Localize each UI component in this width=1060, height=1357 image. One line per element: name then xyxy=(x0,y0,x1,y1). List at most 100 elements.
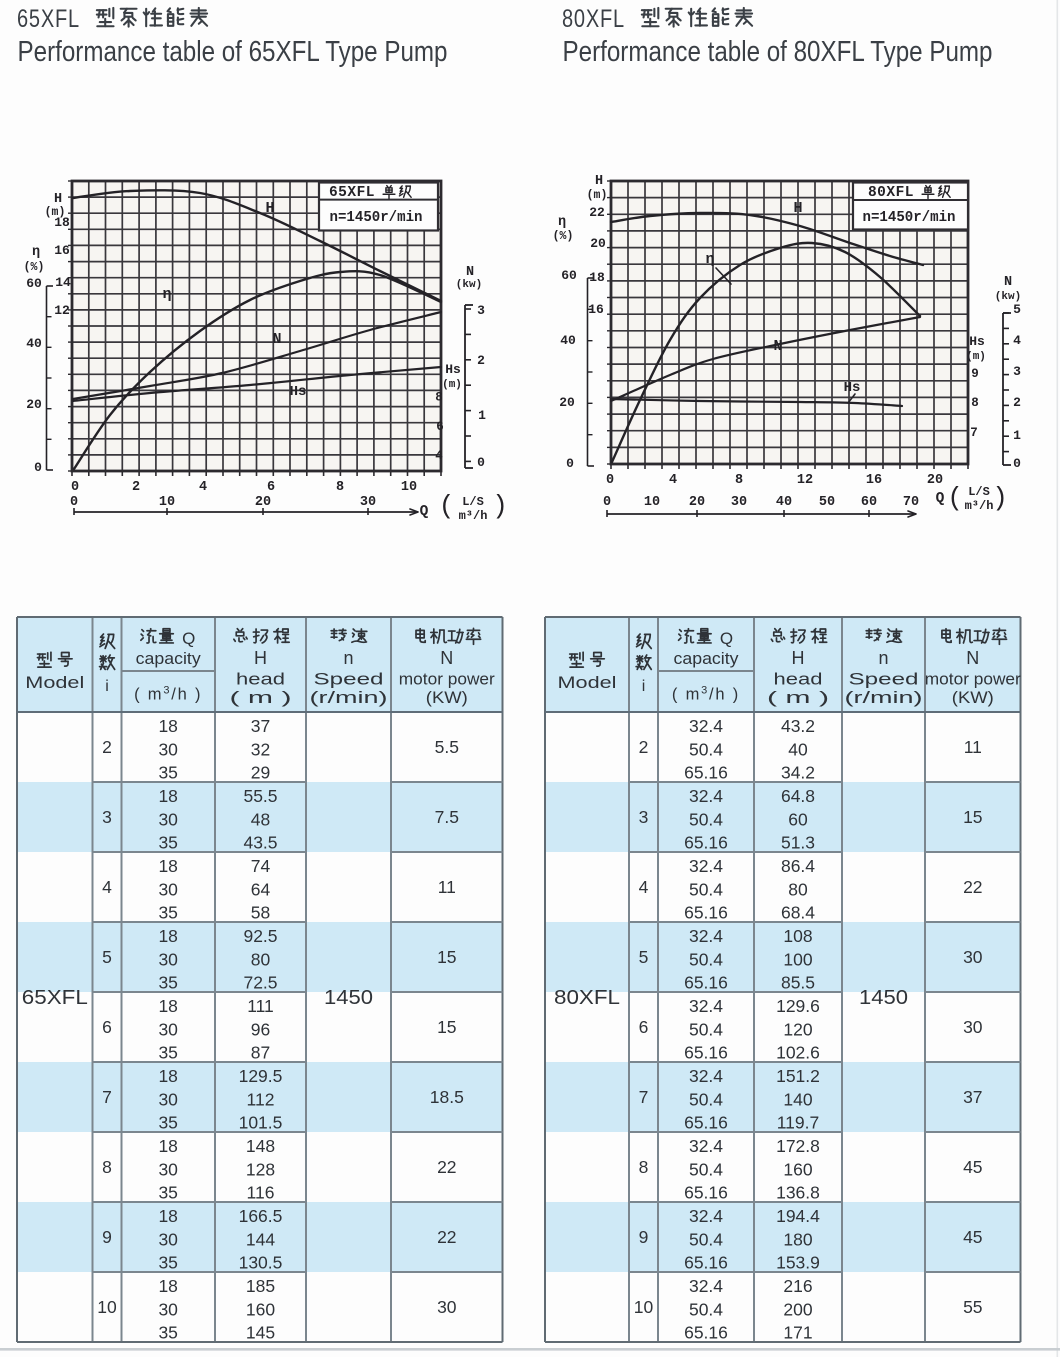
svg-text:(: ( xyxy=(947,483,963,513)
svg-text:166.5: 166.5 xyxy=(239,1206,283,1226)
svg-text:29: 29 xyxy=(251,763,270,783)
svg-text:35: 35 xyxy=(158,1183,177,1203)
svg-text:Hs: Hs xyxy=(844,380,861,396)
svg-text:30: 30 xyxy=(158,1229,178,1249)
svg-text:32.4: 32.4 xyxy=(689,786,723,806)
svg-text:0: 0 xyxy=(606,473,614,488)
svg-text:86.4: 86.4 xyxy=(781,856,815,876)
svg-text:35: 35 xyxy=(158,833,177,853)
svg-text:30: 30 xyxy=(963,1017,983,1037)
svg-text:160: 160 xyxy=(783,1159,812,1179)
svg-text:(KW): (KW) xyxy=(426,689,468,707)
svg-text:60: 60 xyxy=(26,276,42,291)
svg-text:(kw): (kw) xyxy=(456,279,482,291)
svg-text:N: N xyxy=(272,331,281,348)
svg-text:30: 30 xyxy=(158,879,178,899)
svg-text:30: 30 xyxy=(158,739,178,759)
svg-text:37: 37 xyxy=(251,716,270,736)
svg-text:50.4: 50.4 xyxy=(689,1019,723,1039)
svg-text:η: η xyxy=(705,251,714,268)
svg-text:74: 74 xyxy=(251,856,271,876)
svg-text:10: 10 xyxy=(97,1297,117,1317)
svg-text:6: 6 xyxy=(436,420,444,434)
svg-text:N: N xyxy=(966,648,979,668)
svg-text:32.4: 32.4 xyxy=(689,1066,723,1086)
svg-text:72.5: 72.5 xyxy=(243,973,277,993)
svg-text:H: H xyxy=(793,200,802,217)
svg-text:32.4: 32.4 xyxy=(689,856,723,876)
svg-text:20: 20 xyxy=(927,473,943,488)
svg-text:30: 30 xyxy=(731,495,747,510)
svg-text:Q: Q xyxy=(182,629,195,648)
svg-text:N: N xyxy=(773,338,782,355)
svg-text:70: 70 xyxy=(903,495,919,510)
svg-text:30: 30 xyxy=(437,1297,457,1317)
svg-text:64.8: 64.8 xyxy=(781,786,815,806)
svg-text:m³/h: m³/h xyxy=(459,509,488,523)
svg-text:Q: Q xyxy=(420,504,429,520)
svg-text:80XFL: 80XFL xyxy=(868,185,914,201)
svg-text:112: 112 xyxy=(247,1089,275,1109)
svg-text:n: n xyxy=(878,648,888,668)
svg-text:45: 45 xyxy=(963,1227,982,1247)
svg-text:): ) xyxy=(492,491,508,521)
svg-text:( m ): ( m ) xyxy=(230,689,292,707)
svg-text:Model: Model xyxy=(25,674,84,692)
svg-text:motor power: motor power xyxy=(925,671,1022,689)
svg-text:30: 30 xyxy=(158,1019,178,1039)
svg-text:65.16: 65.16 xyxy=(684,1323,728,1343)
svg-text:Q: Q xyxy=(936,491,945,507)
svg-text:20: 20 xyxy=(255,495,271,510)
svg-text:15: 15 xyxy=(963,807,982,827)
svg-text:35: 35 xyxy=(158,1323,177,1343)
svg-text:43.2: 43.2 xyxy=(781,716,815,736)
svg-text:7: 7 xyxy=(639,1087,649,1107)
svg-text:50.4: 50.4 xyxy=(689,949,723,969)
svg-text:35: 35 xyxy=(158,1253,177,1273)
svg-text:n=1450r/min: n=1450r/min xyxy=(330,210,423,226)
svg-text:4: 4 xyxy=(102,877,112,897)
svg-text:11: 11 xyxy=(964,737,982,757)
svg-text:( m ): ( m ) xyxy=(767,689,829,707)
svg-text:32.4: 32.4 xyxy=(689,716,723,736)
svg-text:capacity: capacity xyxy=(674,650,740,668)
svg-text:32.4: 32.4 xyxy=(689,1206,723,1226)
svg-text:10: 10 xyxy=(634,1297,654,1317)
svg-text:11: 11 xyxy=(438,877,456,897)
svg-text:9: 9 xyxy=(102,1227,112,1247)
svg-text:H: H xyxy=(54,192,62,207)
svg-text:22: 22 xyxy=(437,1157,456,1177)
svg-text:(%): (%) xyxy=(24,261,45,274)
svg-text:18: 18 xyxy=(158,856,177,876)
svg-text:Speed: Speed xyxy=(314,671,384,689)
svg-text:148: 148 xyxy=(246,1136,275,1156)
svg-text:172.8: 172.8 xyxy=(776,1136,820,1156)
svg-text:151.2: 151.2 xyxy=(776,1066,820,1086)
svg-text:Q: Q xyxy=(720,629,733,648)
svg-text:η: η xyxy=(32,245,40,260)
svg-text:18: 18 xyxy=(54,215,70,230)
svg-text:Hs: Hs xyxy=(969,334,985,349)
svg-text:85.5: 85.5 xyxy=(781,973,815,993)
svg-text:45: 45 xyxy=(963,1157,982,1177)
svg-text:60: 60 xyxy=(788,809,808,829)
svg-text:Performance table of 65XFL Typ: Performance table of 65XFL Type Pump xyxy=(18,36,448,68)
svg-text:(m): (m) xyxy=(45,206,66,219)
svg-text:motor power: motor power xyxy=(399,671,496,689)
svg-text:40: 40 xyxy=(776,495,792,510)
svg-text:144: 144 xyxy=(246,1229,275,1249)
svg-text:H: H xyxy=(792,648,805,668)
svg-text:Speed: Speed xyxy=(849,671,919,689)
svg-text:65XFL: 65XFL xyxy=(329,185,375,201)
svg-text:20: 20 xyxy=(689,495,705,510)
svg-text:50.4: 50.4 xyxy=(689,1089,723,1109)
svg-text:129.6: 129.6 xyxy=(776,996,820,1016)
svg-text:( m3/h ): ( m3/h ) xyxy=(134,685,202,704)
svg-text:2: 2 xyxy=(102,737,112,757)
svg-text:65.16: 65.16 xyxy=(684,763,728,783)
svg-text:L/S: L/S xyxy=(968,485,990,499)
svg-text:58: 58 xyxy=(251,903,270,923)
svg-text:18: 18 xyxy=(158,1206,177,1226)
svg-text:12: 12 xyxy=(797,473,813,488)
svg-text:18: 18 xyxy=(158,786,177,806)
